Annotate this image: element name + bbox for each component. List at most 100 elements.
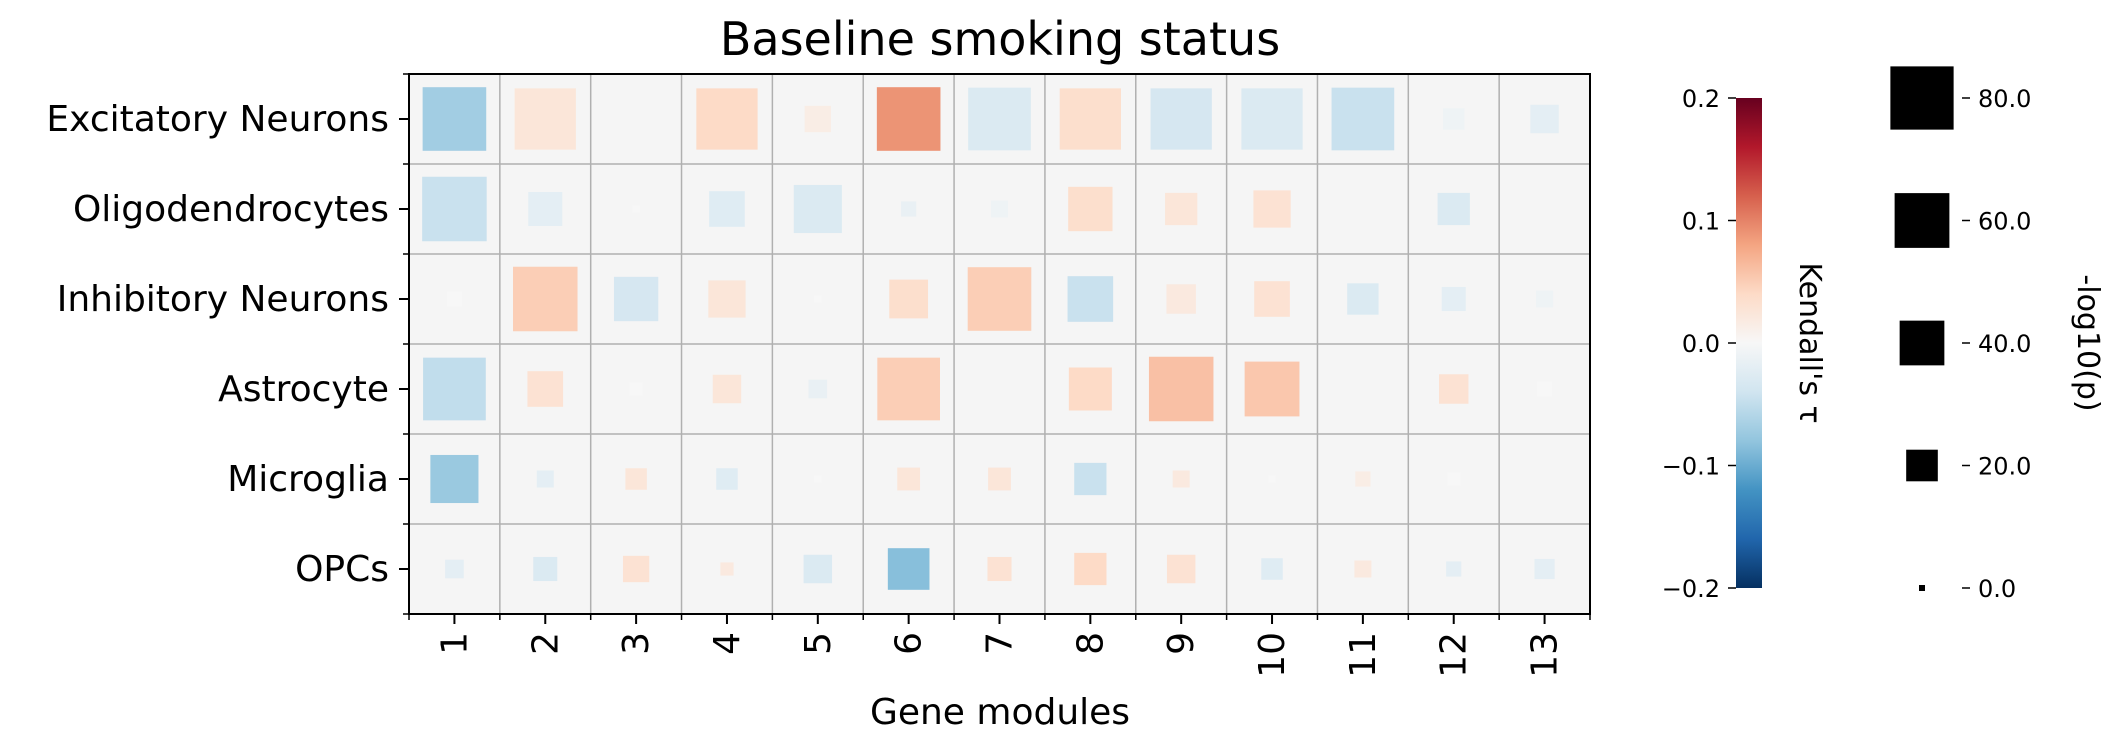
heatmap-cell	[696, 88, 758, 150]
heatmap-cell	[987, 556, 1012, 582]
heatmap-cell	[1067, 276, 1114, 322]
heatmap-cell	[1439, 374, 1469, 404]
x-tick-label: 2	[525, 632, 566, 655]
colorbar-tick-label: −0.1	[1662, 453, 1720, 481]
heatmap-cell	[876, 87, 941, 151]
heatmap-cell	[622, 555, 650, 583]
heatmap-cell	[613, 276, 659, 322]
colorbar-tick-label: −0.2	[1662, 575, 1720, 603]
heatmap-cell	[1254, 281, 1290, 317]
heatmap-cell	[709, 191, 745, 227]
heatmap-cell	[625, 468, 647, 490]
heatmap-cell	[1261, 558, 1283, 580]
heatmap-cell	[808, 379, 828, 399]
size-legend-tick-label: 80.0	[1978, 85, 2031, 113]
heatmap-cell	[1165, 192, 1198, 226]
x-axis: 1 2 3 4 5 6 7 8 9 10 11 12 13	[408, 614, 1591, 678]
y-tick-label: Microglia	[227, 459, 389, 500]
y-tick-label: Astrocyte	[218, 369, 389, 410]
heatmap-cell	[967, 267, 1032, 331]
heatmap-cell	[446, 291, 463, 307]
heatmap-cell	[1347, 283, 1379, 315]
heatmap-cell	[1241, 88, 1303, 150]
heatmap-cell	[533, 556, 558, 582]
heatmap-cell	[536, 470, 554, 488]
heatmap-cell	[968, 87, 1031, 151]
heatmap-cell	[1536, 290, 1554, 308]
heatmap-cell	[527, 371, 564, 407]
heatmap-cell	[1441, 286, 1466, 312]
size-legend-marker	[1899, 320, 1945, 366]
heatmap-cell	[887, 548, 930, 590]
x-tick-label: 11	[1343, 632, 1384, 678]
colorbar-tick-label: 0.0	[1682, 330, 1720, 358]
heatmap-cell	[1172, 470, 1190, 488]
heatmap-cell	[1148, 356, 1214, 422]
size-legend-tick-label: 60.0	[1978, 208, 2031, 236]
x-tick-label: 10	[1252, 632, 1293, 678]
heatmap-cell	[1068, 367, 1112, 411]
x-tick-label: 12	[1434, 632, 1475, 678]
heatmap-cell	[422, 87, 487, 151]
heatmap-cell	[814, 295, 822, 303]
size-legend-marker	[1906, 449, 1938, 482]
heatmap-cell	[1253, 190, 1291, 228]
heatmap-cell	[814, 475, 822, 483]
colorbar-gradient	[1736, 98, 1762, 588]
heatmap-cell	[877, 357, 941, 421]
heatmap-cell	[1536, 381, 1553, 397]
heatmap-cell	[528, 192, 563, 226]
size-legend-tick-label: 0.0	[1978, 575, 2016, 603]
colorbar-label: Kendall's τ	[1792, 262, 1827, 423]
heatmap-cell	[1074, 552, 1107, 586]
size-legend: 80.0 60.0 40.0 20.0 0.0 -log10(p)	[1890, 66, 2105, 603]
heatmap-cell	[720, 562, 734, 576]
heatmap-cell	[1534, 558, 1555, 580]
heatmap-cell	[803, 554, 833, 584]
y-axis: Excitatory Neurons Oligodendrocytes Inhibi…	[46, 73, 409, 615]
heatmap-cell	[1530, 104, 1559, 134]
heatmap-cell	[897, 467, 921, 491]
x-tick-label: 7	[980, 632, 1021, 655]
colorbar: 0.2 0.1 0.0 −0.1 −0.2 Kendall's τ	[1662, 85, 1827, 603]
size-legend-marker	[1894, 193, 1950, 248]
heatmap-cell	[423, 357, 486, 421]
heatmap-cell	[1437, 192, 1470, 226]
x-tick-label: 9	[1161, 632, 1202, 655]
x-tick-label: 13	[1525, 632, 1566, 678]
heatmap-cell	[793, 184, 842, 234]
y-tick-label: Inhibitory Neurons	[57, 279, 389, 320]
heatmap-cell	[1166, 554, 1196, 584]
heatmap-cell	[1150, 88, 1212, 150]
x-tick-label: 6	[889, 632, 930, 655]
heatmap-cell	[712, 374, 742, 404]
heatmap-cell	[1354, 560, 1372, 578]
heatmap-cell	[629, 382, 643, 396]
size-legend-marker	[1919, 585, 1925, 591]
size-legend-label: -log10(p)	[2070, 274, 2105, 411]
y-tick-label: Excitatory Neurons	[46, 99, 389, 140]
heatmap-cell	[1074, 462, 1107, 496]
heatmap-cell	[430, 454, 479, 504]
heatmap-cell	[1068, 186, 1113, 232]
x-axis-label: Gene modules	[870, 692, 1130, 733]
x-tick-label: 5	[798, 632, 839, 655]
heatmap-cell	[991, 200, 1008, 218]
heatmap-cell	[988, 467, 1011, 491]
heatmap-cell	[901, 201, 917, 217]
heatmap-cell	[1268, 475, 1276, 483]
heatmap-cell	[1059, 88, 1121, 150]
heatmap-cell	[1442, 108, 1465, 130]
heatmap-cell	[445, 559, 464, 579]
colorbar-tick-label: 0.1	[1682, 208, 1720, 236]
x-tick-label: 3	[616, 632, 657, 655]
chart-title: Baseline smoking status	[720, 12, 1280, 66]
heatmap-cell	[889, 279, 929, 319]
colorbar-tick-label: 0.2	[1682, 85, 1720, 113]
y-tick-label: OPCs	[295, 549, 389, 590]
heatmap-cell	[1447, 472, 1461, 486]
x-tick-label: 8	[1070, 632, 1111, 655]
heatmap-cell	[632, 205, 640, 213]
heatmap-cell	[804, 105, 831, 133]
